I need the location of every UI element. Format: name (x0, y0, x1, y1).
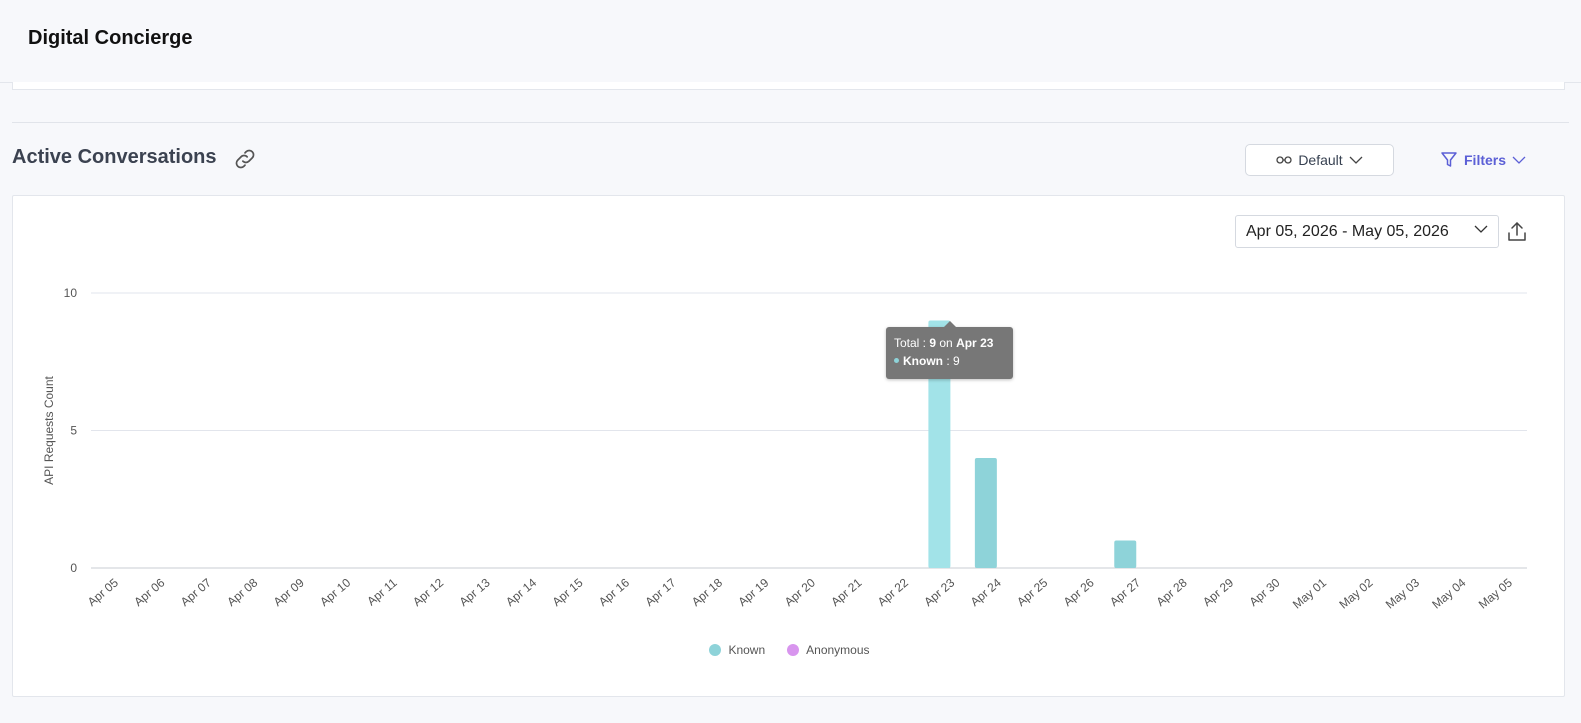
x-tick-label: Apr 08 (224, 575, 260, 609)
legend-label-known: Known (728, 643, 766, 657)
bar-known-apr-23[interactable] (928, 320, 951, 569)
x-tick-label: Apr 06 (131, 575, 167, 609)
tooltip-date: Apr 23 (956, 336, 994, 350)
x-tick-label: Apr 29 (1200, 575, 1236, 609)
x-tick-label: Apr 21 (828, 575, 864, 609)
x-tick-label: Apr 14 (503, 575, 539, 609)
glasses-icon (1276, 156, 1292, 164)
x-tick-label: May 04 (1429, 575, 1468, 611)
y-axis-label: API Requests Count (42, 375, 56, 484)
tooltip-series-line: Known : 9 (894, 352, 1005, 370)
x-tick-label: Apr 30 (1247, 575, 1283, 609)
x-tick-label: Apr 11 (364, 575, 400, 608)
x-tick-label: May 01 (1290, 575, 1329, 611)
x-tick-label: Apr 19 (735, 575, 771, 609)
chevron-down-icon (1349, 156, 1363, 164)
chart-card: Apr 05, 2026 - May 05, 2026 0 5 10 API Requ… (12, 195, 1565, 697)
tooltip-series-dot (894, 358, 899, 364)
x-tick-label: Apr 05 (85, 575, 121, 609)
x-tick-label: Apr 15 (550, 575, 586, 609)
legend-dot-known (709, 644, 722, 656)
y-tick-label: 0 (70, 561, 77, 575)
x-tick-label: Apr 27 (1107, 575, 1143, 609)
x-tick-label: Apr 07 (178, 575, 214, 609)
section-title: Active Conversations (12, 146, 217, 168)
tooltip-series-sep: : (943, 354, 954, 368)
tooltip-on-label: on (936, 336, 957, 350)
view-select-label: Default (1298, 152, 1343, 168)
y-tick-label: 10 (64, 286, 78, 300)
bar-chart: 0 5 10 API Requests Count Apr 05 Apr 06 Apr 07… (42, 286, 1527, 612)
tooltip-series-label: Known (903, 354, 943, 368)
tooltip-series-value: 9 (953, 354, 960, 368)
previous-card-edge (12, 82, 1565, 90)
tooltip-total-value: 9 (929, 336, 937, 350)
x-tick-label: Apr 28 (1154, 575, 1190, 609)
chart-tooltip: Total : 9 on Apr 23 Known : 9 (886, 321, 1013, 379)
filters-button[interactable]: Filters (1440, 144, 1526, 176)
x-tick-label: Apr 09 (271, 575, 307, 609)
x-tick-label: Apr 12 (410, 575, 446, 609)
view-select-button[interactable]: Default (1245, 144, 1394, 176)
tooltip-total-line: Total : 9 on Apr 23 (894, 334, 1005, 352)
chevron-down-icon (1474, 225, 1488, 233)
legend-item-known[interactable]: Known (709, 643, 765, 657)
x-tick-label: May 05 (1476, 575, 1515, 611)
link-icon[interactable] (232, 146, 258, 172)
export-icon[interactable] (1505, 220, 1529, 244)
legend-item-anonymous[interactable]: Anonymous (787, 643, 870, 657)
top-bar: Digital Concierge (0, 0, 1581, 83)
x-tick-label: Apr 25 (1014, 575, 1050, 609)
x-tick-label: Apr 13 (457, 575, 493, 609)
filter-icon (1441, 152, 1457, 167)
x-tick-label: Apr 22 (875, 575, 911, 609)
filters-label: Filters (1464, 152, 1507, 168)
x-tick-label: Apr 18 (689, 575, 725, 609)
date-range-picker[interactable]: Apr 05, 2026 - May 05, 2026 (1235, 215, 1499, 248)
date-range-value: Apr 05, 2026 - May 05, 2026 (1246, 222, 1449, 240)
x-tick-label: Apr 23 (921, 575, 957, 609)
y-tick-label: 5 (70, 424, 77, 438)
x-tick-label: Apr 10 (317, 575, 353, 609)
legend-label-anonymous: Anonymous (806, 643, 870, 657)
section-divider (12, 122, 1569, 123)
x-tick-label: Apr 26 (1061, 575, 1097, 609)
chevron-down-icon (1512, 156, 1526, 164)
x-tick-label: Apr 16 (596, 575, 632, 609)
bar-known-apr-24[interactable] (974, 458, 997, 568)
chart-legend: Known Anonymous (13, 643, 1566, 657)
tooltip-total-label: Total : (894, 336, 930, 350)
x-tick-label: Apr 20 (782, 575, 818, 609)
x-tick-label: Apr 24 (968, 575, 1004, 609)
x-tick-label: Apr 17 (642, 575, 678, 609)
x-tick-label: May 02 (1336, 575, 1375, 611)
app-title: Digital Concierge (28, 27, 193, 49)
x-tick-label: May 03 (1383, 575, 1422, 611)
legend-dot-anonymous (787, 644, 800, 656)
bar-known-apr-27[interactable] (1114, 540, 1137, 569)
